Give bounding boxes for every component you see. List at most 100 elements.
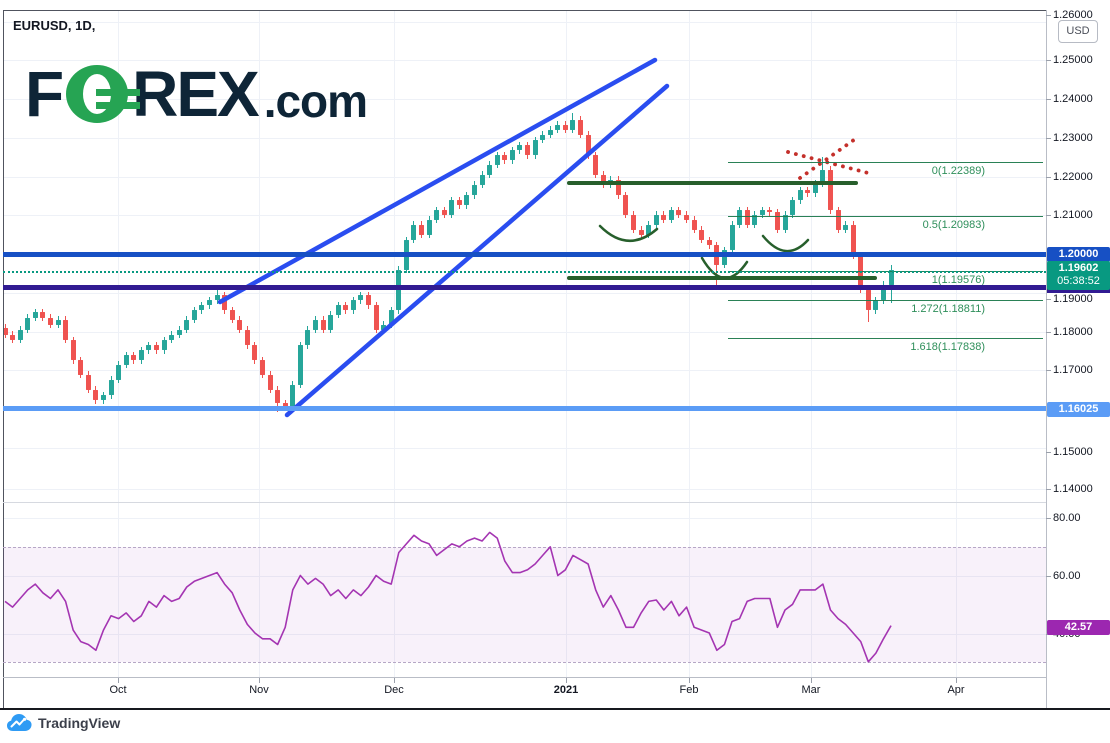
candle [668, 210, 674, 220]
bottom-border [0, 708, 1110, 710]
price-axis-tick [1046, 452, 1051, 453]
green-resistance-line[interactable] [567, 181, 858, 186]
bar-countdown: 05:38:52 [1057, 275, 1100, 287]
candle [161, 339, 167, 351]
candle [47, 317, 53, 325]
candle [684, 214, 690, 220]
gridline-vertical [956, 10, 957, 677]
candle [176, 329, 182, 335]
price-axis-tick [1046, 138, 1051, 139]
candle [123, 355, 129, 365]
rsi-axis-label: 60.00 [1053, 570, 1081, 582]
fib-level-line[interactable] [728, 300, 1043, 302]
candle [191, 310, 197, 320]
candle [827, 169, 833, 211]
candle [805, 189, 811, 194]
gridline-horizontal [3, 489, 1046, 490]
fib-level-line[interactable] [728, 161, 1043, 163]
price-axis-label: 1.17000 [1053, 364, 1093, 376]
time-axis-label: Feb [679, 684, 699, 696]
price-axis-label: 1.15000 [1053, 446, 1093, 458]
price-axis-tick [1046, 177, 1051, 178]
time-axis-separator [3, 677, 1046, 678]
price-axis-label: 1.19000 [1053, 293, 1093, 305]
candle [774, 212, 780, 230]
forex-o-euro-icon [66, 65, 141, 123]
horizontal-line-1-16025[interactable] [3, 405, 1046, 411]
price-axis-label: 1.24000 [1053, 93, 1093, 105]
candle [78, 360, 84, 375]
currency-toggle-button[interactable]: USD [1058, 20, 1098, 43]
candle [244, 329, 250, 346]
fib-level-label: 1.618(1.17838) [910, 341, 985, 354]
horizontal-line-1-20000[interactable] [3, 251, 1046, 257]
candle [153, 345, 159, 351]
candle [865, 289, 871, 311]
candle [880, 284, 886, 301]
candle [169, 334, 175, 340]
price-axis-label: 1.21000 [1053, 209, 1093, 221]
price-axis-tick [1046, 370, 1051, 371]
gridline-horizontal [3, 22, 1046, 23]
candle [691, 219, 697, 230]
candle [843, 224, 849, 230]
price-axis-tick [1046, 489, 1051, 490]
candle [32, 312, 38, 318]
price-axis-separator [1046, 10, 1047, 708]
fib-level-label: 0.5(1.20983) [922, 219, 985, 232]
candle [850, 224, 856, 256]
watermark-text-com: .com [263, 75, 368, 127]
fib-level-line[interactable] [728, 216, 1043, 218]
rsi-axis-label: 80.00 [1053, 512, 1081, 524]
time-axis-tick [394, 678, 395, 683]
blue-line-price-badge: 1.20000 [1047, 247, 1110, 262]
candle [3, 327, 8, 335]
candle [759, 210, 765, 215]
candle [797, 189, 803, 201]
price-axis-label: 1.25000 [1053, 54, 1093, 66]
time-axis-label: Dec [384, 684, 404, 696]
green-resistance-line[interactable] [567, 275, 877, 280]
rsi-band-lower-edge [3, 661, 1046, 663]
candle [229, 310, 235, 320]
last-price-badge: 1.19602 05:38:52 [1047, 261, 1110, 290]
candle [275, 389, 281, 404]
fib-level-label: 0(1.22389) [931, 164, 985, 177]
chart-frame [3, 10, 1047, 709]
rsi-value-badge: 42.57 [1047, 620, 1110, 635]
candle [752, 214, 758, 225]
gridline-vertical [689, 10, 690, 677]
candle [873, 300, 879, 311]
candle [40, 312, 46, 318]
rsi-axis-tick [1046, 576, 1051, 577]
time-axis-label: Nov [249, 684, 269, 696]
price-axis-label: 1.26000 [1053, 9, 1093, 21]
horizontal-line-purple[interactable] [3, 284, 1046, 290]
forex-watermark: F REX .com [25, 57, 368, 131]
pane-separator[interactable] [3, 502, 1046, 503]
gridline-vertical [811, 10, 812, 677]
time-axis-label: Mar [801, 684, 821, 696]
candle [214, 295, 220, 301]
price-axis-label: 1.23000 [1053, 132, 1093, 144]
candle [199, 305, 205, 311]
candle [237, 319, 243, 330]
watermark-text-rex: REX [132, 58, 260, 130]
candle [888, 269, 894, 285]
gridline-vertical [259, 10, 260, 677]
price-axis-tick [1046, 15, 1051, 16]
candle [835, 210, 841, 230]
rsi-band-upper-edge [3, 546, 1046, 548]
tradingview-logo[interactable]: TradingView [6, 713, 120, 732]
symbol-title[interactable]: EURUSD, 1D, [13, 18, 96, 33]
candle [17, 329, 23, 340]
last-price-dotted-line [3, 270, 1046, 273]
price-axis-label: 1.22000 [1053, 171, 1093, 183]
candle [812, 183, 818, 194]
fib-level-line[interactable] [728, 338, 1043, 340]
last-price-value: 1.19602 [1058, 262, 1099, 274]
candle [737, 210, 743, 225]
candle [131, 355, 137, 361]
